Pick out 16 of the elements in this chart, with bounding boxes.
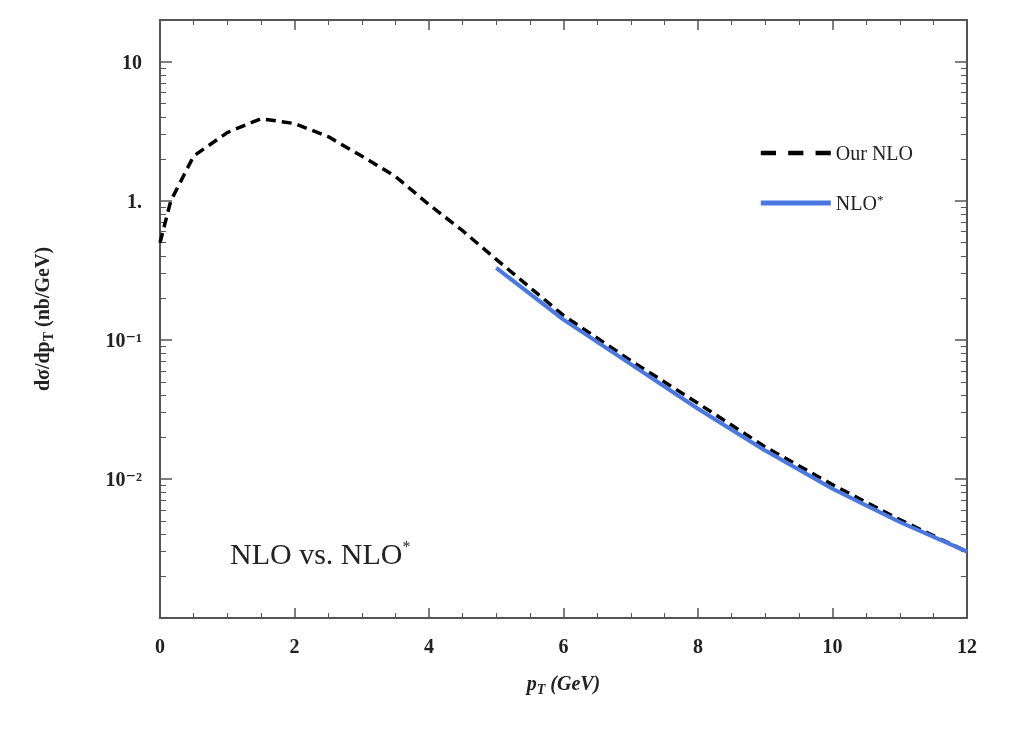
y-axis-title: dσ/dpT (nb/GeV) bbox=[31, 246, 56, 392]
y-tick-label: 10⁻² bbox=[105, 467, 142, 490]
x-tick-label: 2 bbox=[289, 635, 300, 657]
y-tick-label: 10 bbox=[122, 50, 142, 73]
x-tick-label: 12 bbox=[957, 635, 977, 657]
annotation: NLO vs. NLO* bbox=[230, 536, 411, 570]
x-tick-label: 0 bbox=[155, 635, 165, 657]
line-series bbox=[494, 265, 969, 554]
x-tick-label: 4 bbox=[424, 635, 434, 657]
y-tick-label: 1. bbox=[127, 189, 142, 212]
x-tick-label: 6 bbox=[558, 635, 569, 657]
x-tick-label: 8 bbox=[693, 635, 703, 657]
legend-label: Our NLO bbox=[835, 142, 914, 164]
legend-label: NLO* bbox=[835, 192, 884, 214]
x-tick-label: 10 bbox=[822, 635, 843, 657]
y-tick-label: 10⁻¹ bbox=[105, 328, 142, 351]
